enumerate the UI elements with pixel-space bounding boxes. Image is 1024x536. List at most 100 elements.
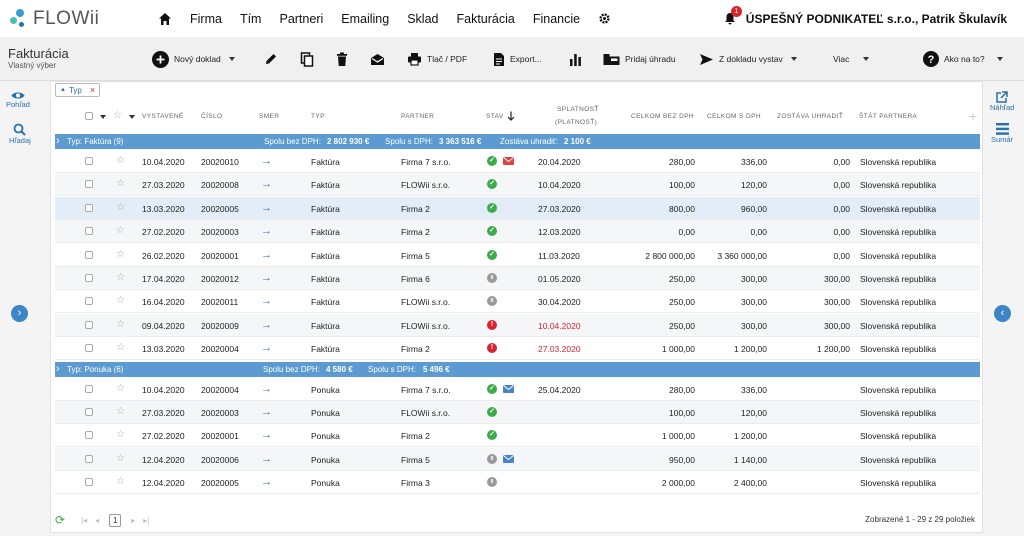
last-page-icon[interactable]: ▸|	[143, 515, 150, 525]
table-row[interactable]: ☆ 27.02.2020 20020003 Faktúra Firma 2 Slovens…	[55, 220, 980, 244]
star-header-icon[interactable]: ☆	[113, 110, 122, 121]
table-row[interactable]: ☆ 12.04.2020 20020006 Ponuka Firma 5 Slovensk…	[55, 447, 980, 471]
partner-name[interactable]: Firma 7 s.r.o.	[401, 157, 451, 167]
flowii-logo[interactable]: FLOWii	[10, 8, 140, 30]
gear-icon[interactable]	[598, 12, 611, 25]
row-checkbox[interactable]	[85, 297, 93, 306]
row-checkbox[interactable]	[85, 478, 93, 487]
column-due[interactable]: SPLATNOSŤ	[557, 106, 599, 113]
row-checkbox[interactable]	[85, 408, 93, 416]
star-icon[interactable]: ☆	[116, 382, 125, 394]
chevron-down-icon[interactable]	[100, 115, 106, 119]
column-remaining[interactable]: ZOSTÁVA UHRADIŤ	[777, 113, 844, 120]
row-checkbox[interactable]	[85, 384, 93, 393]
expand-right-button[interactable]: ‹	[994, 305, 1011, 322]
sort-descending-icon[interactable]	[507, 111, 515, 121]
star-icon[interactable]: ☆	[116, 342, 125, 354]
row-checkbox[interactable]	[85, 320, 93, 329]
star-icon[interactable]: ☆	[116, 295, 125, 307]
table-row[interactable]: ☆ 09.04.2020 20020009 Faktúra FLOWii s.r.o. S…	[55, 313, 980, 337]
column-status[interactable]: STAV	[486, 113, 504, 120]
nav-item-fakturacia[interactable]: Fakturácia	[456, 11, 515, 26]
partner-name[interactable]: Firma 2	[401, 431, 430, 442]
star-icon[interactable]: ☆	[116, 452, 125, 464]
notifications-button[interactable]: 1	[724, 5, 742, 26]
star-icon[interactable]: ☆	[116, 248, 125, 260]
row-checkbox[interactable]	[85, 344, 93, 353]
nav-item-firma[interactable]: Firma	[190, 11, 222, 26]
partner-name[interactable]: FLOWii s.r.o.	[401, 408, 451, 418]
next-page-icon[interactable]: ▸	[131, 515, 136, 525]
refresh-icon[interactable]: ⟳	[55, 513, 66, 527]
column-issued[interactable]: VYSTAVENÉ	[142, 113, 184, 120]
row-checkbox[interactable]	[85, 454, 93, 463]
nav-item-sklad[interactable]: Sklad	[407, 11, 439, 26]
star-icon[interactable]: ☆	[116, 272, 125, 283]
table-row[interactable]: ☆ 27.02.2020 20020001 Ponuka Firma 2 Slovensk…	[55, 424, 980, 448]
partner-name[interactable]: FLOWii s.r.o.	[401, 297, 451, 308]
partner-name[interactable]: Firma 2	[401, 227, 430, 238]
add-payment-button[interactable]: Pridaj úhradu	[603, 49, 676, 69]
create-from-document-button[interactable]: Z dokladu vystav	[699, 49, 797, 69]
star-icon[interactable]: ☆	[116, 155, 125, 166]
partner-name[interactable]: Firma 2	[401, 344, 430, 355]
star-icon[interactable]: ☆	[116, 406, 125, 417]
statistics-button[interactable]	[569, 49, 582, 69]
row-checkbox[interactable]	[85, 227, 93, 236]
table-row[interactable]: ☆ 26.02.2020 20020001 Faktúra Firma 5 Slovens…	[55, 243, 980, 267]
star-icon[interactable]: ☆	[116, 225, 125, 237]
first-page-icon[interactable]: |◂	[81, 515, 88, 525]
summary-toggle[interactable]: Sumár	[991, 123, 1013, 144]
edit-button[interactable]	[264, 49, 278, 69]
copy-button[interactable]	[300, 49, 314, 69]
table-row[interactable]: ☆ 10.04.2020 20020004 Ponuka Firma 7 s.r.o. S…	[55, 377, 980, 401]
chevron-down-icon[interactable]	[129, 115, 135, 119]
table-row[interactable]: ☆ 17.04.2020 20020012 Faktúra Firma 6 Slovens…	[55, 267, 980, 290]
star-icon[interactable]: ☆	[116, 201, 125, 213]
row-checkbox[interactable]	[85, 274, 93, 282]
column-direction[interactable]: SMER	[259, 113, 280, 120]
new-document-button[interactable]: Nový doklad	[152, 49, 235, 69]
partner-name[interactable]: Firma 7 s.r.o.	[401, 384, 451, 395]
send-email-button[interactable]	[370, 49, 385, 69]
partner-name[interactable]: FLOWii s.r.o.	[401, 320, 451, 331]
row-checkbox[interactable]	[85, 250, 93, 259]
table-row[interactable]: ☆ 27.03.2020 20020008 Faktúra FLOWii s.r.o. S…	[55, 173, 980, 197]
star-icon[interactable]: ☆	[116, 429, 125, 441]
nav-item-emailing[interactable]: Emailing	[341, 11, 390, 26]
column-country[interactable]: ŠTÁT PARTNERA	[859, 113, 918, 120]
column-gross[interactable]: CELKOM S DPH	[707, 113, 761, 120]
row-checkbox[interactable]	[85, 180, 93, 189]
table-row[interactable]: ☆ 10.04.2020 20020010 Faktúra Firma 7 s.r.o.…	[55, 150, 980, 173]
add-column-icon[interactable]: +	[969, 108, 978, 124]
nav-item-tim[interactable]: Tím	[239, 11, 262, 26]
partner-name[interactable]: FLOWii s.r.o.	[401, 180, 451, 191]
table-row[interactable]: ☆ 16.04.2020 20020011 Faktúra FLOWii s.r.o. S…	[55, 290, 980, 314]
account-name[interactable]: ÚSPEŠNÝ PODNIKATEĽ s.r.o., Patrik Škulav…	[745, 11, 1007, 26]
star-icon[interactable]: ☆	[116, 178, 125, 190]
nav-item-partneri[interactable]: Partneri	[279, 11, 324, 26]
partner-name[interactable]: Firma 3	[401, 478, 430, 489]
home-icon[interactable]	[158, 12, 172, 26]
print-pdf-button[interactable]: Tlač / PDF	[407, 49, 467, 69]
previous-page-icon[interactable]: ◂	[95, 515, 100, 525]
preview-toggle[interactable]: Náhľad	[990, 91, 1014, 112]
column-number[interactable]: ČÍSLO	[201, 113, 223, 120]
partner-name[interactable]: Firma 6	[401, 274, 430, 284]
help-button[interactable]: ? Ako na to?	[923, 49, 1003, 69]
partner-name[interactable]: Firma 5	[401, 250, 430, 261]
table-row[interactable]: ☆ 12.04.2020 20020005 Ponuka Firma 3 Slovensk…	[55, 471, 980, 495]
partner-name[interactable]: Firma 5	[401, 454, 430, 465]
partner-name[interactable]: Firma 2	[401, 203, 430, 214]
row-checkbox[interactable]	[85, 431, 93, 440]
row-checkbox[interactable]	[85, 157, 93, 165]
select-all-checkbox[interactable]	[85, 112, 93, 120]
row-checkbox[interactable]	[85, 203, 93, 212]
delete-button[interactable]	[336, 49, 348, 69]
export-button[interactable]: Export...	[493, 49, 542, 69]
search-toggle[interactable]: Hľadaj	[9, 123, 31, 145]
group-header[interactable]: › Typ: Ponuka (6) Spolu bez DPH: 4 580 € Spo…	[55, 361, 980, 377]
group-header[interactable]: › Typ: Faktúra (9) Spolu bez DPH: 2 802 930…	[55, 134, 980, 149]
filter-chip-type[interactable]: ▲ Typ ×	[55, 83, 101, 97]
nav-item-financie[interactable]: Financie	[532, 11, 581, 26]
